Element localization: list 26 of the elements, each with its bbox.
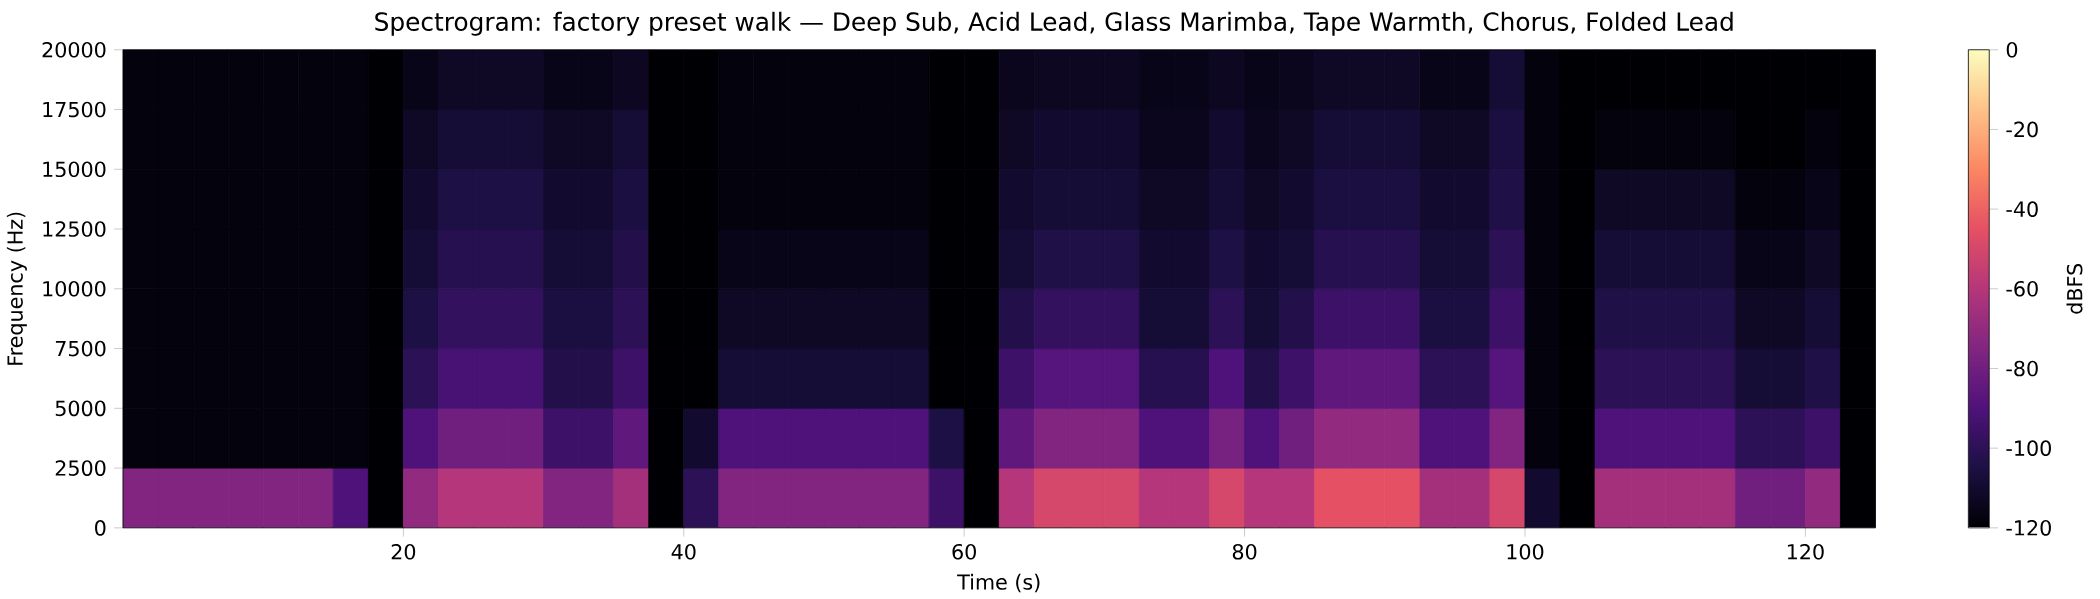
y-tick-label: 2500 xyxy=(55,460,106,476)
y-axis-title: Frequency (Hz) xyxy=(6,212,27,365)
y-tick-label: 12500 xyxy=(43,221,106,237)
x-tick-label: 120 xyxy=(1787,543,1824,560)
color-bar-label: -60 xyxy=(2006,280,2038,297)
x-tick-label: 100 xyxy=(1507,543,1544,560)
y-tick-label: 7500 xyxy=(55,340,106,357)
x-tick-label: 40 xyxy=(671,543,696,560)
x-tick-label: 60 xyxy=(952,543,976,560)
color-bar-label: -100 xyxy=(2006,440,2051,456)
y-tick-label: 20000 xyxy=(42,41,106,58)
color-bar-label: -40 xyxy=(2006,201,2038,217)
y-tick-label: 15000 xyxy=(43,161,106,178)
x-tick-label: 20 xyxy=(391,543,416,560)
color-bar-label: -80 xyxy=(2006,360,2038,377)
y-tick-label: 17500 xyxy=(43,101,106,118)
y-tick-label: 10000 xyxy=(43,280,106,297)
chart-title: Spectrogram: factory preset walk — Deep Sub, Acid Lead, Glass Marimba, Tape Warmth, Chorus, Folded Lead xyxy=(375,11,1733,36)
x-axis-title: Time (s) xyxy=(957,573,1040,593)
x-tick-label: 80 xyxy=(1232,543,1257,560)
y-tick-label: 0 xyxy=(95,519,106,536)
color-bar-label: -120 xyxy=(2006,519,2051,536)
color-bar-title: dBFS xyxy=(2066,263,2083,314)
color-bar-label: -20 xyxy=(2006,121,2038,138)
y-tick-label: 5000 xyxy=(55,400,106,417)
color-bar-label: 0 xyxy=(2006,41,2018,58)
